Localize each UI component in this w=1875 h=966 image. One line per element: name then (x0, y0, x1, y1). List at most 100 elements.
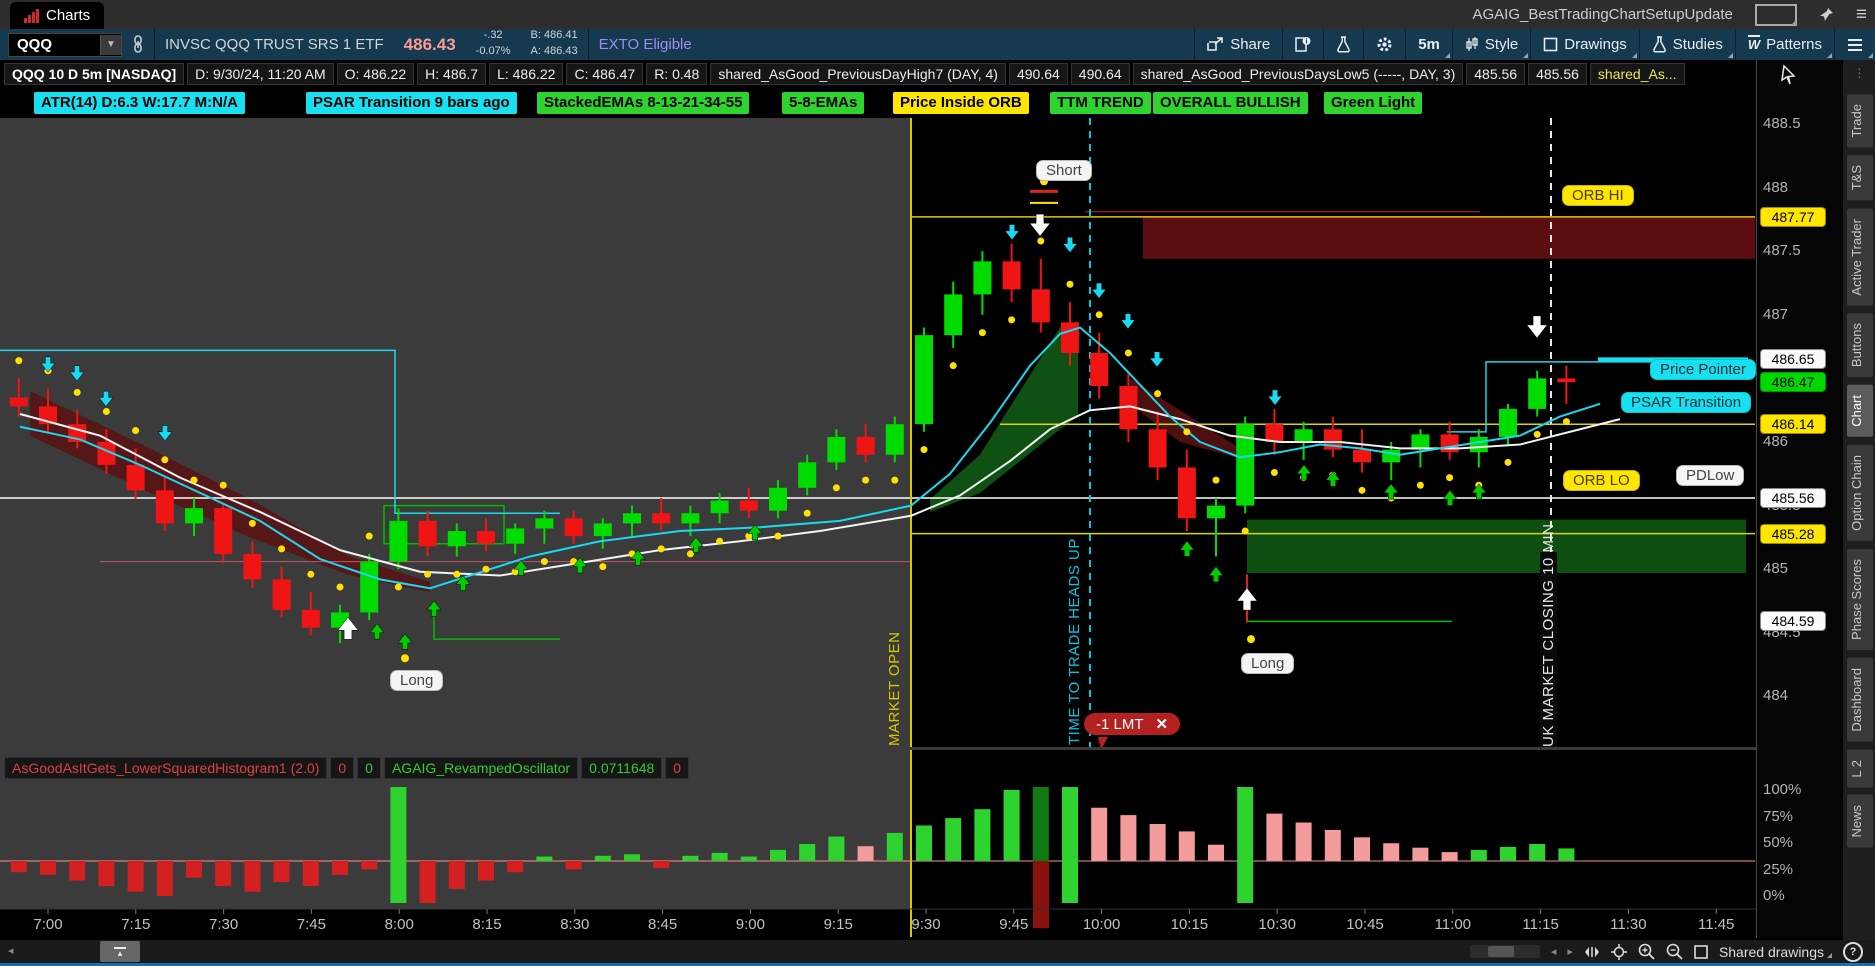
orb-hi-callout: ORB HI (1562, 185, 1634, 206)
cursor-tool-icon[interactable] (1776, 64, 1798, 91)
timeframe-button[interactable]: 5m (1405, 29, 1452, 60)
expand-horizontal-icon[interactable] (1584, 946, 1600, 958)
time-tick-label: 10:30 (1258, 916, 1296, 933)
share-icon (1207, 37, 1224, 52)
price-tick-label: 487 (1763, 305, 1789, 323)
sidebar-tab-phase-scores[interactable]: Phase Scores (1846, 549, 1873, 651)
candles-icon (1465, 36, 1479, 53)
studies-button[interactable]: Studies (1638, 29, 1735, 60)
symbol-input[interactable]: QQQ ▼ (8, 32, 122, 57)
premarket-shading (0, 118, 911, 909)
charts-tab-label: Charts (46, 7, 91, 24)
square-icon (1543, 37, 1558, 52)
price-level-badge: 486.47 (1760, 372, 1826, 393)
drawings-button[interactable]: Drawings (1530, 29, 1639, 60)
order-label: -1 LMT (1096, 715, 1144, 733)
price-level-badge: 485.56 (1760, 487, 1826, 508)
sidebar-tab-dashboard[interactable]: Dashboard (1846, 658, 1873, 742)
window-tab-bar: Charts AGAIG_BestTradingChartSetupUpdate… (0, 0, 1875, 29)
svg-text:i: i (1306, 39, 1308, 46)
time-tick-label: 9:45 (999, 916, 1029, 933)
ohlc-segment: H: 486.7 (417, 63, 487, 85)
ohlc-segment: O: 486.22 (336, 63, 415, 85)
link-icon[interactable] (122, 29, 154, 60)
long-signal-callout-1: Long (390, 670, 444, 691)
lower-study-header: AsGoodAsItGets_LowerSquaredHistogram1 (2… (4, 757, 690, 779)
time-tick-label: 9:15 (823, 916, 853, 933)
percent-tick-label: 25% (1763, 860, 1794, 878)
price-level-badge: 485.28 (1760, 523, 1826, 544)
shared-drawings-label: Shared drawings (1718, 943, 1824, 960)
time-tick-label: 7:15 (121, 916, 151, 933)
sidebar-grip-icon[interactable]: ⋮ (1853, 66, 1866, 80)
sidebar-tab-l-2[interactable]: L 2 (1846, 749, 1873, 788)
window-menu-icon[interactable]: ≡ (1855, 4, 1867, 25)
symbol-toolbar: QQQ ▼ INVSC QQQ TRUST SRS 1 ETF 486.43 -… (0, 29, 1875, 60)
market-open-label: MARKET OPEN (886, 631, 903, 746)
ohlc-segment: C: 486.47 (566, 63, 644, 85)
uk-market-closing-label: UK MARKET CLOSING 10 MIN (1540, 523, 1557, 747)
share-button[interactable]: Share (1194, 29, 1282, 60)
working-order-bubble[interactable]: -1 LMT ✕ (1084, 713, 1181, 735)
study-label-segment: AsGoodAsItGets_LowerSquaredHistogram1 (2… (4, 757, 328, 779)
time-tick-label: 10:45 (1346, 916, 1384, 933)
last-price: 486.43 (403, 34, 456, 54)
flask-icon (1652, 36, 1667, 53)
right-sidebar: ⋮ Trade T&S Active Trader Buttons Chart Optio… (1842, 60, 1875, 940)
chart-toolbar: Share i 5m Style Drawings Studies W Patterns (1194, 29, 1875, 60)
pin-icon[interactable] (1819, 7, 1834, 22)
chart-scrollbar[interactable] (1469, 945, 1540, 958)
study-label-segment: 0 (665, 757, 690, 779)
style-button[interactable]: Style (1451, 29, 1530, 60)
price-level-badge: 484.59 (1760, 611, 1826, 632)
ohlc-header-row: QQQ 10 D 5m [NASDAQ] D: 9/30/24, 11:20 AM… (4, 63, 1685, 85)
sidebar-tab-news[interactable]: News (1846, 795, 1873, 848)
help-icon[interactable]: ? (1843, 941, 1863, 962)
scroll-left-edge-icon[interactable]: ◂ (8, 945, 14, 957)
signal-chip: ATR(14) D:6.3 W:17.7 M:N/A (34, 92, 245, 114)
price-pointer-callout: Price Pointer (1650, 359, 1756, 380)
sidebar-tab-trade[interactable]: Trade (1846, 94, 1873, 148)
signal-chip: PSAR Transition 9 bars ago (306, 92, 517, 114)
note-button[interactable]: i (1282, 29, 1323, 60)
sidebar-tab-chart[interactable]: Chart (1846, 385, 1873, 438)
time-tick-label: 10:15 (1170, 916, 1209, 933)
cancel-order-icon[interactable]: ✕ (1155, 716, 1169, 733)
shared-drawings-button[interactable]: Shared drawings (1719, 944, 1832, 960)
scroll-right-icon[interactable]: ▸ (1567, 946, 1573, 958)
signal-chip: Price Inside ORB (893, 92, 1029, 114)
price-change: -.32 (483, 29, 503, 41)
ohlc-segment: QQQ 10 D 5m [NASDAQ] (4, 63, 185, 85)
zoom-box-icon[interactable] (1694, 944, 1708, 959)
settings-button[interactable] (1363, 29, 1405, 60)
bid-value: B: 486.41 (530, 29, 578, 41)
price-level-badge: 487.77 (1760, 206, 1826, 227)
analyze-button[interactable] (1323, 29, 1363, 60)
signal-chip: TTM TREND (1050, 92, 1151, 114)
patterns-button[interactable]: W Patterns (1734, 29, 1834, 60)
sidebar-tab-t-s[interactable]: T&S (1846, 155, 1873, 201)
flask-icon (1336, 36, 1351, 53)
study-label-segment: AGAIG_RevampedOscillator (383, 757, 579, 779)
ohlc-segment: shared_AsGood_PreviousDayHigh7 (DAY, 4) (710, 63, 1006, 85)
symbol-dropdown-icon[interactable]: ▼ (100, 34, 121, 55)
sidebar-tab-buttons[interactable]: Buttons (1846, 313, 1873, 378)
sidebar-tab-active-trader[interactable]: Active Trader (1846, 208, 1873, 306)
scroll-left-icon[interactable]: ◂ (1550, 946, 1557, 958)
price-axis[interactable]: 488.5488487.5487486485.5485484.5484100%7… (1756, 60, 1843, 938)
zoom-out-icon[interactable] (1666, 943, 1683, 960)
sidebar-tab-option-chain[interactable]: Option Chain (1846, 445, 1873, 542)
signal-chip: OVERALL BULLISH (1153, 92, 1308, 114)
workspace-title: AGAIG_BestTradingChartSetupUpdate (1472, 6, 1733, 23)
time-tick-label: 7:45 (296, 916, 326, 933)
charts-tab[interactable]: Charts (10, 2, 105, 29)
crosshair-tool-icon[interactable] (1610, 943, 1627, 960)
price-tick-label: 488.5 (1763, 115, 1801, 132)
zoom-in-icon[interactable] (1638, 943, 1655, 960)
percent-tick-label: 75% (1763, 807, 1794, 825)
collapse-panel-button[interactable]: ▴ (100, 941, 140, 962)
time-tick-label: 8:00 (384, 916, 414, 933)
layout-select-button[interactable] (1754, 3, 1797, 26)
instrument-description: INVSC QQQ TRUST SRS 1 ETF (165, 36, 384, 53)
menu-button[interactable] (1834, 29, 1875, 60)
